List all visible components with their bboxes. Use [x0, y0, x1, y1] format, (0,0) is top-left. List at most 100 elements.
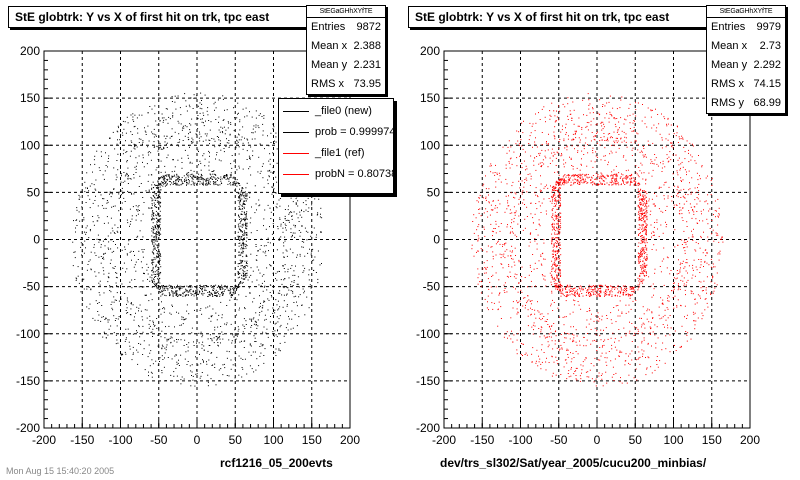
left-point-466: [166, 179, 168, 181]
left-point-293: [238, 228, 240, 230]
left-point-536: [151, 219, 153, 221]
left-point-1212: [242, 108, 244, 110]
left-point-1861: [177, 339, 179, 341]
right-point-1519: [570, 113, 572, 115]
left-point-1676: [200, 136, 202, 138]
left-point-2460: [258, 205, 260, 207]
left-point-2507: [260, 170, 262, 172]
left-point-1289: [270, 142, 272, 143]
left-point-1317: [95, 195, 96, 197]
left-point-541: [245, 273, 247, 274]
left-point-2256: [276, 336, 278, 338]
left-point-1008: [232, 181, 234, 183]
left-point-356: [209, 181, 211, 183]
left-point-983: [161, 286, 163, 288]
left-point-1248: [162, 121, 164, 123]
left-point-2918: [135, 205, 137, 207]
left-point-478: [160, 202, 162, 203]
left-point-1726: [272, 167, 274, 169]
left-point-1853: [279, 342, 281, 344]
left-point-2360: [279, 306, 281, 308]
right-point-1133: [639, 227, 641, 229]
left-point-246: [159, 186, 161, 188]
left-point-2433: [245, 187, 247, 189]
left-point-1442: [176, 363, 178, 365]
right-point-1238: [633, 120, 635, 121]
right-point-678: [555, 255, 557, 257]
left-point-2701: [136, 209, 137, 211]
left-point-1184: [256, 358, 258, 360]
right-point-564: [588, 288, 590, 290]
left-point-1844: [305, 204, 307, 206]
left-point-758: [177, 295, 179, 297]
left-point-2214: [218, 136, 219, 138]
right-point-1717: [706, 276, 708, 278]
left-point-2744: [131, 218, 133, 220]
left-point-540: [176, 174, 178, 176]
left-point-2278: [264, 348, 266, 350]
right-point-580: [646, 274, 647, 276]
right-point-1045: [642, 253, 643, 255]
right-point-1380: [495, 164, 496, 166]
right-point-1856: [517, 301, 519, 303]
left-point-881: [215, 181, 217, 183]
left-point-1477: [186, 110, 188, 112]
right-point-1019: [578, 176, 579, 177]
right-point-1664: [509, 158, 511, 160]
left-point-71: [233, 287, 235, 289]
left-point-593: [159, 286, 161, 288]
left-point-726: [152, 243, 154, 245]
left-point-1586: [157, 334, 159, 336]
left-point-2471: [135, 270, 137, 272]
left-point-2757: [164, 141, 166, 143]
left-point-2076: [251, 132, 253, 134]
left-point-2148: [195, 356, 196, 358]
left-point-2371: [280, 279, 282, 281]
right-point-1464: [561, 129, 563, 131]
right-point-1672: [643, 350, 645, 352]
left-point-2847: [138, 286, 140, 288]
right-point-444: [610, 285, 612, 287]
right-point-322: [555, 285, 556, 287]
right-point-1789: [677, 142, 679, 143]
left-point-1332: [278, 308, 280, 310]
left-point-340: [237, 265, 239, 267]
left-point-1012: [241, 282, 243, 284]
left-point-1672: [308, 207, 310, 209]
right-point-523: [620, 176, 622, 178]
left-point-1218: [240, 357, 242, 359]
right-point-182: [551, 274, 553, 276]
left-point-2465: [248, 168, 250, 170]
left-point-2232: [269, 321, 271, 323]
right-point-7: [625, 291, 627, 293]
left-point-1438: [188, 342, 190, 344]
left-point-1762: [182, 140, 184, 141]
left-point-1842: [292, 274, 294, 276]
left-point-2885: [258, 284, 260, 286]
right-point-174: [645, 252, 647, 254]
right-point-1621: [658, 123, 660, 125]
left-point-359: [159, 251, 160, 253]
left-point-2259: [197, 128, 199, 130]
left-point-2629: [235, 188, 236, 190]
left-point-2666: [170, 144, 172, 146]
left-point-2088: [163, 135, 165, 137]
left-point-1114: [171, 176, 173, 178]
right-point-1325: [508, 264, 510, 266]
right-point-878: [640, 253, 642, 255]
right-point-1577: [576, 379, 578, 381]
left-point-2040: [308, 279, 310, 281]
left-point-2796: [200, 162, 202, 164]
left-point-1992: [260, 343, 262, 345]
left-point-1431: [165, 119, 167, 121]
right-point-1414: [544, 337, 546, 339]
left-point-1419: [220, 126, 222, 128]
left-point-1096: [155, 193, 157, 195]
right-point-1802: [499, 293, 500, 295]
right-point-1710: [542, 159, 544, 161]
left-point-1016: [191, 173, 193, 175]
left-point-2574: [236, 299, 238, 301]
right-point-1763: [668, 296, 670, 298]
left-point-1939: [178, 359, 179, 361]
left-point-557: [160, 218, 162, 220]
